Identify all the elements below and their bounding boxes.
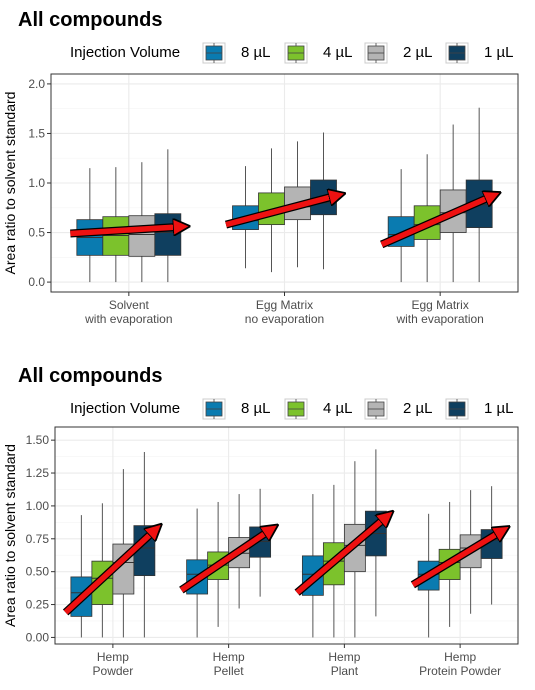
legend-label-4ul: 4 µL [323,400,353,417]
legend-label-8ul: 8 µL [241,44,271,61]
x-tick-label-line: Egg Matrix [256,298,313,312]
trend-arrow [62,528,157,616]
legend-label-8ul: 8 µL [241,400,271,417]
grid [51,74,518,292]
trend-arrow [179,528,272,594]
legend-label-2ul: 2 µL [403,400,433,417]
box-group [232,132,337,273]
box-4ul [102,167,130,283]
legend-title: Injection Volume [70,44,181,61]
trend-arrow [294,515,388,596]
y-tick-label: 2.0 [28,77,45,91]
box-1ul [154,149,182,283]
y-tick-label: 0.00 [26,630,50,644]
x-tick-label-line: Hemp [97,650,129,664]
box-plot-1: 0.0 0.5 1.0 1.5 2.0 Area ratio to solvent sta… [2,42,519,326]
legend-key-1ul [445,42,469,64]
box-plot-2: 0.00 0.25 0.50 0.75 1.00 1.25 1.50 Area ratio t… [2,398,519,678]
x-tick-label-line: Hemp [444,650,476,664]
x-tick-label-line: Solvent [109,298,150,312]
y-tick-label: 0.0 [28,275,45,289]
trend-arrow-line [63,528,157,615]
legend-label-4ul: 4 µL [323,44,353,61]
box-8ul [387,169,415,283]
trend-arrow [70,227,183,238]
chart-panel-1: All compounds Injection Volume 8 µL 4 µL… [0,0,535,340]
grid [55,427,518,644]
legend-key-8ul [202,42,226,64]
box-group [70,451,156,638]
chart-panel-2: All compounds Injection Volume 8 µL 4 µL… [0,355,535,690]
x-tick-label-line: Hemp [213,650,245,664]
trend-arrow-line [380,195,495,247]
legend-label-1ul: 1 µL [484,44,514,61]
box-8ul [76,168,104,283]
y-axis: 0.0 0.5 1.0 1.5 2.0 [28,77,51,289]
legend-title: Injection Volume [70,400,181,417]
trend-arrow-line [70,227,183,237]
x-tick-label-line: Powder [93,664,134,678]
y-tick-label: 1.5 [28,126,45,140]
legend-key-1ul [445,398,469,420]
y-axis: 0.00 0.25 0.50 0.75 1.00 1.25 1.50 [26,433,55,644]
box-2ul [128,162,156,283]
chart-title: All compounds [18,9,163,31]
box-8ul [301,494,324,638]
legend-key-4ul [284,398,308,420]
y-axis-title: Area ratio to solvent standard [2,92,18,275]
trend-arrow [380,195,495,249]
legend-label-1ul: 1 µL [484,400,514,417]
trend-arrow-line [225,195,339,228]
x-tick-label: Hemp Plant [328,650,360,678]
y-tick-label: 1.00 [26,499,50,513]
y-tick-label: 0.25 [26,598,50,612]
y-tick-label: 0.75 [26,532,50,546]
trend-arrow [410,530,504,589]
x-tick-label: Hemp Pellet [213,650,245,678]
x-tick-label-line: Protein Powder [419,664,501,678]
legend-key-8ul [202,398,226,420]
box-2ul [439,124,467,283]
box-8ul [70,515,93,638]
box-body [128,215,156,257]
y-tick-label: 0.5 [28,226,45,240]
legend-label-2ul: 2 µL [403,44,433,61]
x-tick-label-line: Pellet [214,664,245,678]
trend-arrow-line [179,528,272,593]
x-tick-label: Hemp Protein Powder [419,650,501,678]
x-tick-label-line: with evaporation [84,312,172,326]
x-tick-label-line: Hemp [328,650,360,664]
x-tick-label-line: Egg Matrix [411,298,468,312]
y-tick-label: 1.0 [28,176,45,190]
box-body [154,213,182,256]
x-tick-label-line: with evaporation [395,312,483,326]
y-tick-label: 1.25 [26,466,50,480]
x-tick-label: Solvent with evaporation [84,298,172,326]
y-tick-label: 1.50 [26,433,50,447]
chart-title: All compounds [18,365,163,387]
legend-key-2ul [364,42,388,64]
trend-arrow-line [411,530,504,588]
x-tick-label: Egg Matrix with evaporation [395,298,483,326]
trend-arrow-line [295,515,388,595]
x-tick-label: Hemp Powder [93,650,134,678]
x-tick-label-line: Plant [331,664,359,678]
x-tick-label-line: no evaporation [245,312,324,326]
plot-frame [54,426,519,645]
legend-key-2ul [364,398,388,420]
legend-key-4ul [284,42,308,64]
x-tick-label: Egg Matrix no evaporation [245,298,324,326]
y-axis-title: Area ratio to solvent standard [2,444,18,627]
y-tick-label: 0.50 [26,565,50,579]
trend-arrow [224,195,339,229]
